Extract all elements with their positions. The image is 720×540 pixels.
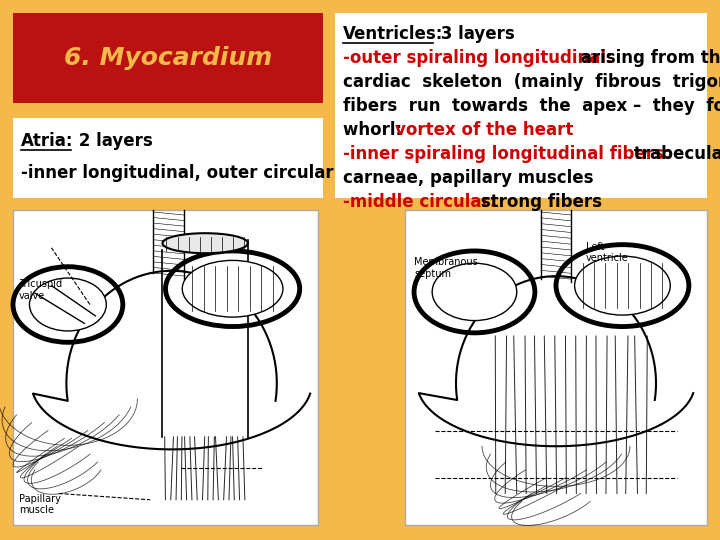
FancyBboxPatch shape [13,13,323,103]
Ellipse shape [30,278,107,331]
FancyBboxPatch shape [13,210,318,525]
Text: trabeculae: trabeculae [628,145,720,163]
Text: -outer spiraling longitudinal:: -outer spiraling longitudinal: [343,49,613,67]
FancyBboxPatch shape [405,210,707,525]
Text: -inner longitudinal, outer circular: -inner longitudinal, outer circular [21,164,333,182]
Ellipse shape [432,263,517,321]
Text: arising from the: arising from the [575,49,720,67]
Text: 2 layers: 2 layers [73,132,153,150]
Text: Left
ventricle: Left ventricle [586,241,629,263]
Text: whorl:: whorl: [343,121,408,139]
Text: Ventricles:: Ventricles: [343,25,444,43]
Text: Membranous
septum: Membranous septum [414,257,478,279]
Text: Papillary
muscle: Papillary muscle [19,494,61,515]
Text: Tricuspid
valve: Tricuspid valve [19,279,62,301]
Text: cardiac  skeleton  (mainly  fibrous  trigones): cardiac skeleton (mainly fibrous trigone… [343,73,720,91]
Text: 3 layers: 3 layers [435,25,515,43]
Ellipse shape [575,256,670,315]
Text: -middle circular:: -middle circular: [343,193,496,211]
Text: strong fibers: strong fibers [475,193,602,211]
Ellipse shape [163,233,248,253]
Text: vortex of the heart: vortex of the heart [395,121,573,139]
Text: -inner spiraling longitudinal fibers:: -inner spiraling longitudinal fibers: [343,145,670,163]
Text: 6. Myocardium: 6. Myocardium [64,46,272,70]
Text: fibers  run  towards  the  apex –  they  form  a: fibers run towards the apex – they form … [343,97,720,115]
Text: carneae, papillary muscles: carneae, papillary muscles [343,169,593,187]
Text: Atria:: Atria: [21,132,73,150]
FancyBboxPatch shape [335,13,707,198]
Ellipse shape [182,260,283,317]
FancyBboxPatch shape [13,118,323,198]
